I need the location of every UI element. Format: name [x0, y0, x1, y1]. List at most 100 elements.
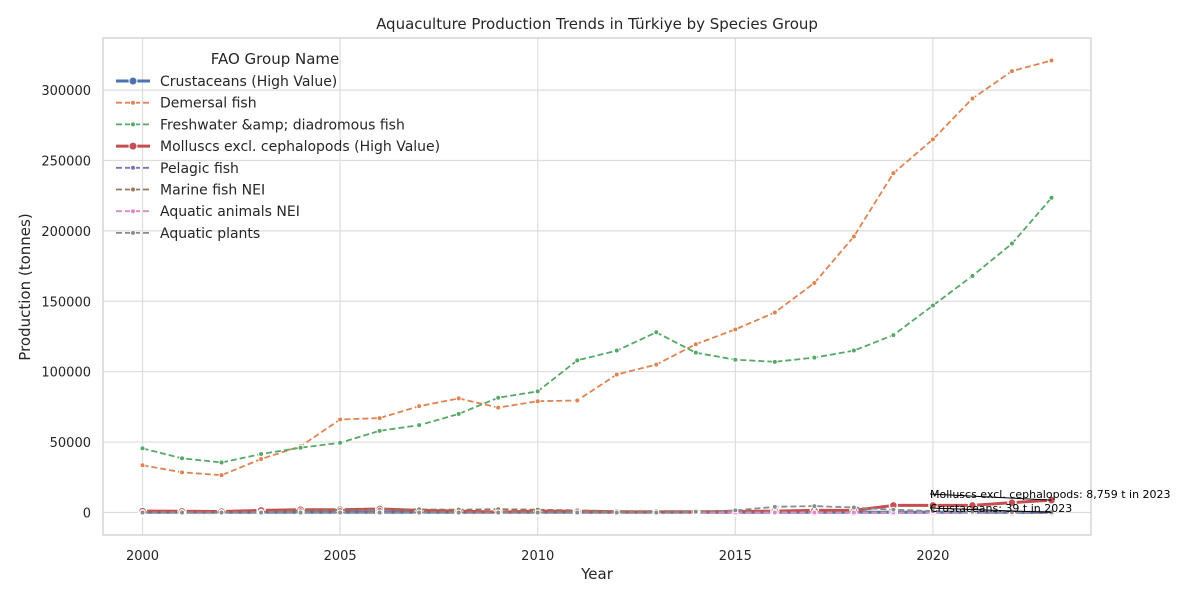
data-point	[416, 509, 423, 516]
legend-label: Pelagic fish	[160, 161, 239, 177]
data-point	[376, 427, 383, 434]
legend-entry: Pelagic fish	[116, 161, 239, 177]
data-point	[653, 329, 660, 336]
x-tick-label: 2010	[521, 549, 554, 564]
data-point	[811, 503, 818, 510]
data-point	[811, 279, 818, 286]
data-point	[495, 394, 502, 401]
x-tick-label: 2000	[126, 549, 159, 564]
annotation-arrow	[929, 493, 1052, 501]
legend-entry: Molluscs excl. cephalopods (High Value)	[116, 139, 440, 155]
plot-frame	[102, 37, 1092, 536]
legend-entry: Freshwater &amp; diadromous fish	[116, 117, 405, 133]
legend-marker	[130, 164, 136, 171]
data-point	[850, 509, 857, 516]
legend-marker	[130, 186, 136, 193]
legend-label: Marine fish NEI	[160, 183, 265, 199]
data-point	[890, 332, 897, 339]
x-axis-title: Year	[580, 565, 614, 583]
legend-entry: Crustaceans (High Value)	[116, 74, 337, 90]
legend-entry: Aquatic plants	[116, 226, 260, 242]
data-point	[376, 415, 383, 422]
data-point	[534, 398, 541, 405]
data-point	[890, 170, 897, 177]
data-point	[258, 455, 265, 462]
data-point	[771, 503, 778, 510]
annotation-label: Molluscs excl. cephalopods: 8,759 t in 2…	[930, 488, 1171, 501]
data-point	[455, 509, 462, 516]
data-point	[1048, 57, 1055, 64]
legend-marker	[128, 141, 138, 151]
data-point	[139, 445, 146, 452]
annotation-label: Crustaceans: 39 t in 2023	[930, 502, 1072, 515]
y-tick-label: 0	[83, 506, 91, 521]
data-point	[613, 371, 620, 378]
data-point	[969, 95, 976, 102]
data-point	[416, 403, 423, 410]
data-point	[495, 404, 502, 411]
data-point	[139, 462, 146, 469]
data-point	[732, 356, 739, 363]
chart-title: Aquaculture Production Trends in Türkiye…	[376, 15, 818, 33]
y-tick-label: 300000	[41, 84, 91, 99]
data-point	[534, 509, 541, 516]
data-point	[258, 451, 265, 458]
data-point	[653, 361, 660, 368]
data-point	[455, 410, 462, 417]
data-point	[297, 509, 304, 516]
data-point	[653, 509, 660, 516]
legend-entry: Aquatic animals NEI	[116, 204, 300, 220]
x-tick-label: 2005	[324, 549, 357, 564]
data-point	[258, 509, 265, 516]
legend-label: Molluscs excl. cephalopods (High Value)	[160, 139, 440, 155]
data-point	[969, 272, 976, 279]
data-point	[179, 509, 186, 516]
data-point	[692, 508, 699, 515]
data-point	[297, 444, 304, 451]
legend-label: Freshwater &amp; diadromous fish	[160, 117, 405, 133]
x-axis-ticks: 2000 2005 2010 2015 2020	[126, 549, 949, 564]
data-point	[692, 341, 699, 348]
legend-marker	[130, 99, 136, 106]
y-tick-label: 250000	[41, 154, 91, 169]
data-point	[1048, 194, 1055, 201]
data-point	[179, 469, 186, 476]
series-line	[142, 197, 1053, 464]
data-point	[179, 455, 186, 462]
y-tick-label: 100000	[41, 366, 91, 381]
data-point	[613, 509, 620, 516]
legend-marker	[130, 229, 136, 236]
data-point	[732, 507, 739, 514]
data-point	[574, 357, 581, 364]
legend-label: Crustaceans (High Value)	[160, 74, 337, 90]
series-line	[142, 505, 1052, 514]
data-point	[139, 509, 146, 516]
legend-entry: Marine fish NEI	[116, 183, 265, 199]
legend-label: Aquatic plants	[160, 226, 260, 242]
legend-entry: Demersal fish	[116, 96, 257, 112]
x-tick-label: 2020	[916, 549, 949, 564]
data-point	[732, 326, 739, 333]
y-axis-ticks: 0 50000 100000 150000 200000 250000 300000	[41, 84, 91, 521]
data-point	[890, 506, 897, 513]
legend: FAO Group Name Crustaceans (High Value) De…	[116, 50, 440, 242]
data-point	[416, 422, 423, 429]
data-point	[376, 509, 383, 516]
data-point	[613, 347, 620, 354]
data-point	[1008, 240, 1015, 247]
y-tick-label: 150000	[41, 295, 91, 310]
data-point	[850, 347, 857, 354]
series-3	[139, 194, 1055, 466]
data-point	[771, 358, 778, 365]
data-point	[495, 509, 502, 516]
legend-label: Demersal fish	[160, 96, 257, 112]
data-point	[574, 509, 581, 516]
legend-marker	[130, 121, 136, 128]
y-axis-title: Production (tonnes)	[16, 213, 34, 360]
data-point	[929, 302, 936, 309]
data-point	[929, 136, 936, 143]
data-point	[337, 509, 344, 516]
data-point	[811, 354, 818, 361]
